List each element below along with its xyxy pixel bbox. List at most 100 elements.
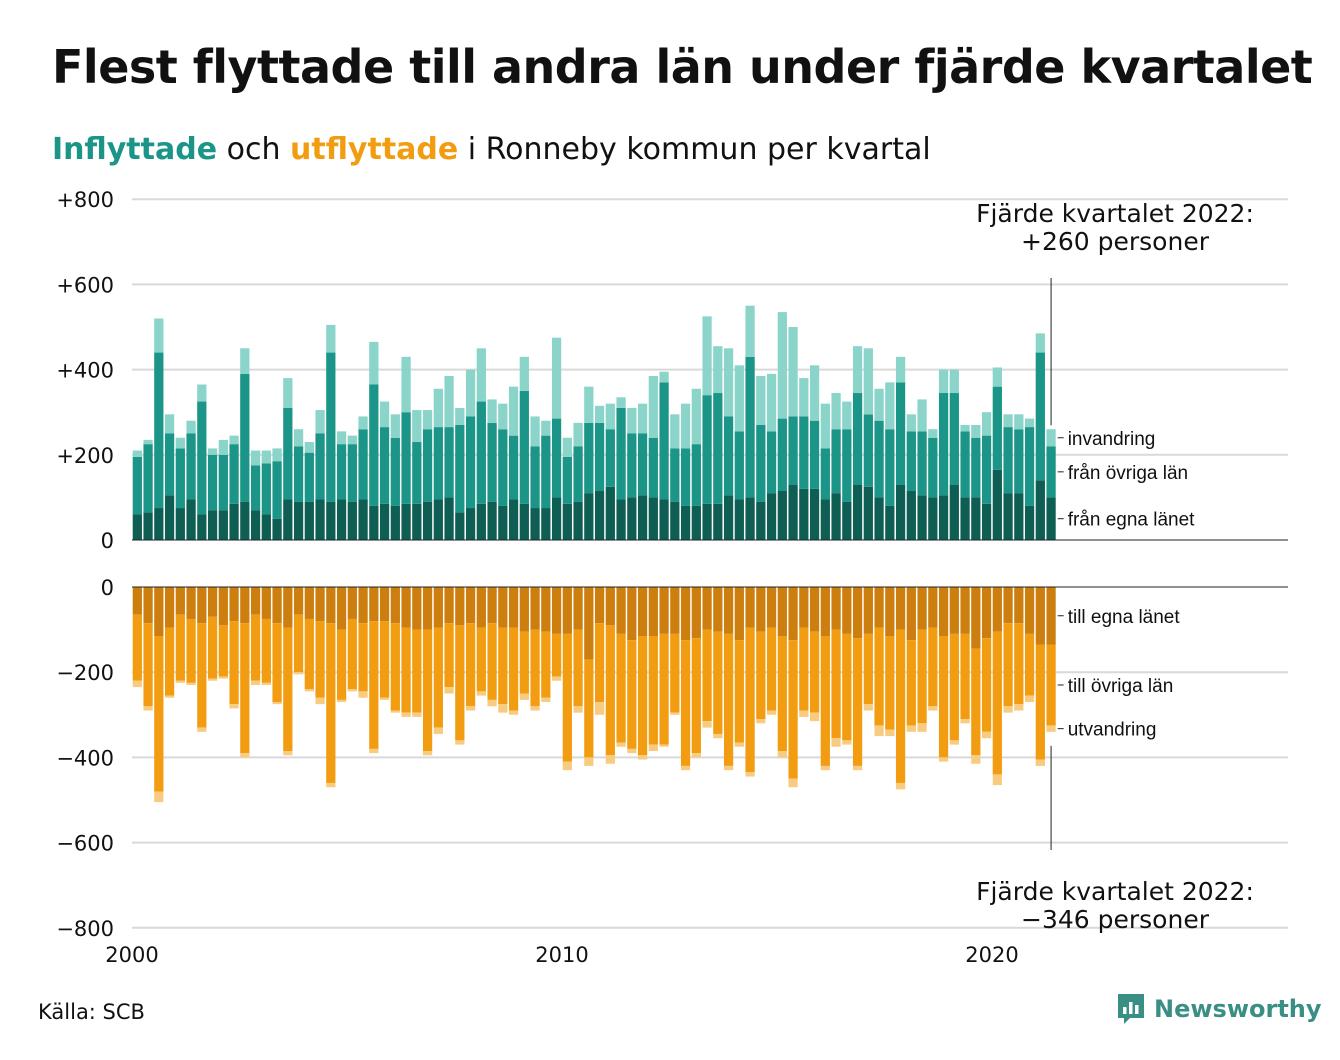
bar-out-ovriga <box>250 614 261 681</box>
bar-out-utvandring <box>659 744 669 747</box>
bar-in-invandring <box>627 407 637 434</box>
bar-in-egna <box>197 514 207 540</box>
bar-in-ovriga <box>702 395 712 504</box>
bar-in-invandring <box>358 416 368 430</box>
bar-in-ovriga <box>143 444 153 513</box>
bar-in-egna <box>229 503 239 540</box>
bar-out-egna <box>541 587 551 632</box>
bar-out-egna <box>949 587 959 634</box>
bar-in-egna <box>562 503 572 540</box>
subtitle-inflyttade: Inflyttade <box>52 132 218 167</box>
bar-in-ovriga <box>788 416 798 485</box>
bar-out-egna <box>885 587 895 636</box>
bar-out-egna <box>336 587 347 630</box>
bar-out-utvandring <box>379 697 390 700</box>
bar-in-egna <box>885 505 895 540</box>
out-ytick-label: −600 <box>56 832 114 856</box>
bar-out-ovriga <box>218 625 228 677</box>
annotation-in-line1: Fjärde kvartalet 2022: <box>976 199 1254 228</box>
bar-in-ovriga <box>960 431 970 498</box>
bar-in-egna <box>981 503 992 540</box>
bar-out-egna <box>842 587 852 634</box>
bar-in-egna <box>831 493 841 540</box>
bar-out-egna <box>906 587 916 641</box>
bar-out-ovriga <box>971 648 981 756</box>
bar-out-egna <box>1014 587 1024 624</box>
bar-out-ovriga <box>616 633 626 743</box>
bar-out-utvandring <box>154 791 164 803</box>
bar-in-egna <box>1035 480 1045 540</box>
bar-out-utvandring <box>1014 704 1024 711</box>
bar-in-ovriga <box>863 414 873 487</box>
bar-in-ovriga <box>487 422 497 502</box>
bar-in-invandring <box>164 414 175 434</box>
bar-in-egna <box>1014 493 1024 540</box>
bar-out-ovriga <box>691 638 701 754</box>
out-ytick-label: −200 <box>56 661 114 685</box>
bar-out-ovriga <box>347 618 357 690</box>
in-ytick-label: 0 <box>101 529 114 553</box>
bar-out-ovriga <box>358 623 368 692</box>
bar-out-utvandring <box>777 751 787 758</box>
bar-in-ovriga <box>971 437 981 498</box>
bar-out-ovriga <box>766 627 777 711</box>
bar-in-ovriga <box>1003 427 1013 494</box>
bar-out-ovriga <box>637 635 648 756</box>
bar-out-ovriga <box>154 635 164 792</box>
bar-out-egna <box>670 587 680 634</box>
bar-in-invandring <box>541 420 551 436</box>
bar-in-invandring <box>863 348 873 415</box>
annotation-out-line2: −346 personer <box>1021 905 1210 934</box>
bar-out-egna <box>347 587 357 619</box>
bar-in-invandring <box>573 422 583 447</box>
bar-out-utvandring <box>799 710 809 717</box>
bar-in-egna <box>250 510 261 540</box>
bar-in-invandring <box>938 369 949 394</box>
bar-in-ovriga <box>530 446 540 509</box>
bar-out-ovriga <box>197 623 207 728</box>
bar-out-utvandring <box>713 733 723 739</box>
bar-in-egna <box>842 501 852 540</box>
bar-out-ovriga <box>433 627 443 728</box>
bar-in-invandring <box>433 388 443 428</box>
bar-out-ovriga <box>799 627 809 711</box>
bar-in-egna <box>207 510 218 540</box>
bar-in-egna <box>293 501 304 540</box>
bar-out-ovriga <box>756 631 766 720</box>
bar-in-egna <box>895 484 906 540</box>
bar-out-egna <box>508 587 519 628</box>
bar-out-ovriga <box>519 631 529 694</box>
bar-in-ovriga <box>186 433 196 500</box>
bar-in-invandring <box>197 384 207 402</box>
bar-out-utvandring <box>455 740 465 745</box>
bar-in-ovriga <box>207 454 218 511</box>
bar-in-ovriga <box>917 431 927 496</box>
bar-in-ovriga <box>250 465 261 511</box>
bar-out-egna <box>562 587 572 634</box>
bar-out-egna <box>487 587 497 624</box>
bar-out-utvandring <box>132 680 142 688</box>
bar-out-ovriga <box>992 631 1002 775</box>
bar-out-egna <box>358 587 368 624</box>
bar-in-ovriga <box>261 463 271 515</box>
bar-out-utvandring <box>240 753 250 758</box>
bar-out-egna <box>175 587 185 615</box>
bar-in-ovriga <box>584 422 594 494</box>
bar-out-egna <box>369 587 379 622</box>
bar-in-egna <box>412 503 422 540</box>
bar-in-ovriga <box>1046 446 1056 498</box>
bar-out-utvandring <box>766 710 777 715</box>
bar-out-ovriga <box>508 627 519 711</box>
bar-in-ovriga <box>390 437 400 506</box>
bar-in-invandring <box>379 401 390 428</box>
bar-out-ovriga <box>723 633 734 766</box>
bar-in-egna <box>132 514 142 540</box>
bar-in-egna <box>498 505 508 540</box>
bar-in-ovriga <box>648 437 658 498</box>
bar-in-invandring <box>928 429 938 438</box>
bar-out-egna <box>422 587 433 630</box>
bar-in-ovriga <box>616 407 626 500</box>
bar-out-egna <box>594 587 605 624</box>
bar-in-invandring <box>992 367 1002 387</box>
bar-in-ovriga <box>293 446 304 502</box>
